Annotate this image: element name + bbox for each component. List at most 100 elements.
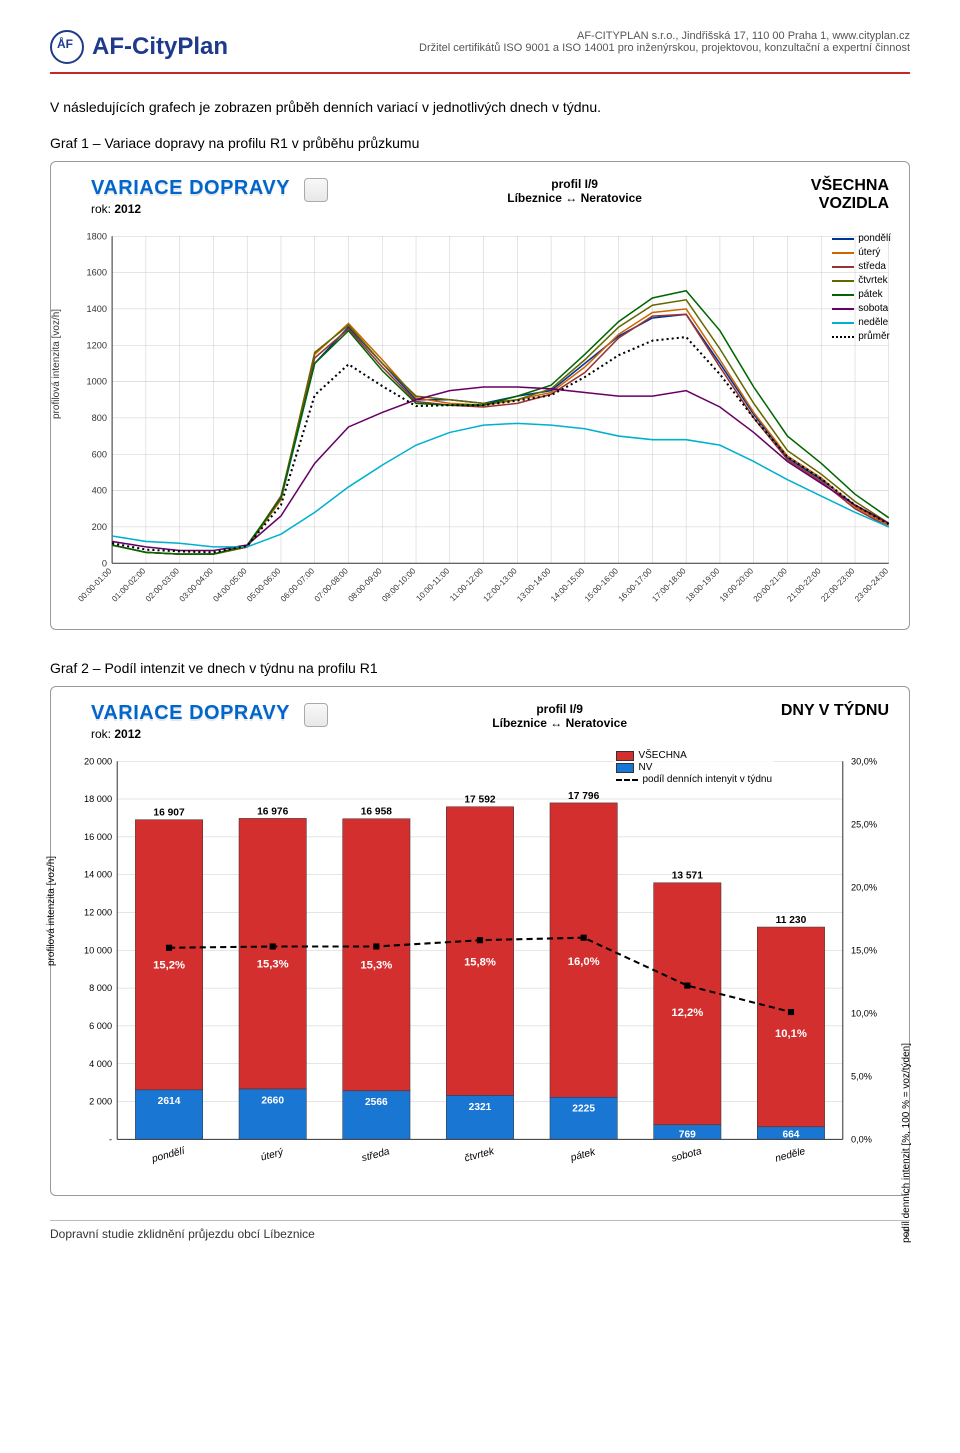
svg-text:08:00-09:00: 08:00-09:00 bbox=[347, 566, 384, 603]
year-value: 2012 bbox=[114, 202, 141, 216]
header-line2: Držitel certifikátů ISO 9001 a ISO 14001… bbox=[419, 42, 910, 54]
svg-text:15,8%: 15,8% bbox=[464, 956, 496, 968]
graf1-title: Graf 1 – Variace dopravy na profilu R1 v… bbox=[50, 135, 910, 151]
svg-text:25,0%: 25,0% bbox=[851, 819, 877, 829]
svg-text:10,1%: 10,1% bbox=[775, 1028, 807, 1040]
chart-icon bbox=[304, 703, 328, 727]
svg-text:11:00-12:00: 11:00-12:00 bbox=[448, 566, 485, 603]
svg-text:pondělí: pondělí bbox=[150, 1145, 187, 1165]
svg-text:23:00-24:00: 23:00-24:00 bbox=[853, 566, 890, 603]
svg-text:01:00-02:00: 01:00-02:00 bbox=[110, 566, 147, 603]
chart1-right: VŠECHNA VOZIDLA bbox=[811, 177, 889, 213]
svg-text:16 958: 16 958 bbox=[361, 807, 393, 818]
chart1-year-block: rok: 2012 bbox=[91, 202, 338, 216]
profile-line2: Líbeznice ↔ Neratovice bbox=[338, 191, 810, 205]
right-line1: VŠECHNA bbox=[811, 177, 889, 195]
footer-left: Dopravní studie zklidnění průjezdu obcí … bbox=[50, 1227, 315, 1241]
svg-text:02:00-03:00: 02:00-03:00 bbox=[144, 566, 181, 603]
page-header: AF-CityPlan AF-CITYPLAN s.r.o., Jindřišs… bbox=[50, 30, 910, 74]
svg-text:664: 664 bbox=[782, 1129, 799, 1140]
svg-text:05:00-06:00: 05:00-06:00 bbox=[245, 566, 282, 603]
svg-text:769: 769 bbox=[679, 1129, 696, 1140]
chart-icon bbox=[304, 178, 328, 202]
footer-page: 7 bbox=[903, 1227, 910, 1241]
svg-text:1600: 1600 bbox=[87, 267, 107, 277]
chart2-legend: VŠECHNANVpodíl denních intenyit v týdnu bbox=[614, 747, 774, 788]
svg-text:17 592: 17 592 bbox=[464, 795, 496, 806]
svg-text:14:00-15:00: 14:00-15:00 bbox=[549, 566, 586, 603]
svg-text:11 230: 11 230 bbox=[776, 915, 807, 926]
svg-text:20:00-21:00: 20:00-21:00 bbox=[752, 566, 789, 603]
header-right: AF-CITYPLAN s.r.o., Jindřišská 17, 110 0… bbox=[419, 30, 910, 54]
svg-text:10,0%: 10,0% bbox=[851, 1008, 877, 1018]
svg-text:16 000: 16 000 bbox=[84, 832, 112, 842]
svg-text:09:00-10:00: 09:00-10:00 bbox=[380, 566, 417, 603]
svg-text:06:00-07:00: 06:00-07:00 bbox=[279, 566, 316, 603]
svg-text:4 000: 4 000 bbox=[89, 1059, 112, 1069]
svg-text:2321: 2321 bbox=[469, 1102, 492, 1113]
chart1-legend: pondělíúterýstředačtvrtekpáteksobotanedě… bbox=[832, 232, 891, 344]
graf2-title: Graf 2 – Podíl intenzit ve dnech v týdnu… bbox=[50, 660, 910, 676]
svg-text:400: 400 bbox=[92, 485, 107, 495]
svg-text:22:00-23:00: 22:00-23:00 bbox=[819, 566, 856, 603]
logo: AF-CityPlan bbox=[50, 30, 228, 64]
profile-line1: profil I/9 bbox=[338, 702, 780, 716]
svg-text:15,3%: 15,3% bbox=[257, 958, 289, 970]
svg-text:8 000: 8 000 bbox=[89, 983, 112, 993]
right-line2: VOZIDLA bbox=[811, 195, 889, 213]
svg-text:2225: 2225 bbox=[572, 1103, 595, 1114]
year-label: rok: bbox=[91, 202, 111, 216]
chart1-profile: profil I/9 Líbeznice ↔ Neratovice bbox=[338, 177, 810, 205]
chart2-y-left: profilová intenzita [voz/h] bbox=[46, 856, 57, 966]
svg-text:03:00-04:00: 03:00-04:00 bbox=[178, 566, 215, 603]
profile-line2: Líbeznice ↔ Neratovice bbox=[338, 716, 780, 730]
logo-icon bbox=[50, 30, 84, 64]
svg-text:15,0%: 15,0% bbox=[851, 945, 877, 955]
svg-text:16:00-17:00: 16:00-17:00 bbox=[617, 566, 654, 603]
profile-line1: profil I/9 bbox=[338, 177, 810, 191]
svg-text:20,0%: 20,0% bbox=[851, 882, 877, 892]
svg-text:1800: 1800 bbox=[87, 231, 107, 241]
chart2-right: DNY V TÝDNU bbox=[781, 702, 889, 720]
svg-text:10:00-11:00: 10:00-11:00 bbox=[414, 566, 451, 603]
intro-text: V následujících grafech je zobrazen průb… bbox=[50, 99, 910, 115]
svg-text:16,0%: 16,0% bbox=[568, 956, 600, 968]
chart1-y-label: profilová intenzita [voz/h] bbox=[51, 309, 62, 419]
header-line1: AF-CITYPLAN s.r.o., Jindřišská 17, 110 0… bbox=[419, 30, 910, 42]
svg-text:1000: 1000 bbox=[87, 376, 107, 386]
footer: Dopravní studie zklidnění průjezdu obcí … bbox=[50, 1220, 910, 1241]
svg-text:16 907: 16 907 bbox=[153, 807, 185, 818]
svg-text:15,2%: 15,2% bbox=[153, 959, 185, 971]
svg-text:600: 600 bbox=[92, 449, 107, 459]
svg-text:středa: středa bbox=[361, 1146, 392, 1164]
svg-text:18 000: 18 000 bbox=[84, 794, 112, 804]
svg-text:úterý: úterý bbox=[260, 1147, 286, 1164]
svg-text:13 571: 13 571 bbox=[672, 871, 704, 882]
svg-text:12,2%: 12,2% bbox=[671, 1007, 703, 1019]
svg-text:800: 800 bbox=[92, 413, 107, 423]
chart1-svg: 02004006008001000120014001600180000:00-0… bbox=[61, 226, 899, 614]
chart2-svg: -2 0004 0006 0008 00010 00012 00014 0001… bbox=[61, 751, 899, 1180]
svg-text:1400: 1400 bbox=[87, 304, 107, 314]
svg-text:18:00-19:00: 18:00-19:00 bbox=[684, 566, 721, 603]
chart1: VARIACE DOPRAVY rok: 2012 profil I/9 Líb… bbox=[50, 161, 910, 630]
svg-text:07:00-08:00: 07:00-08:00 bbox=[313, 566, 350, 603]
svg-text:12:00-13:00: 12:00-13:00 bbox=[482, 566, 519, 603]
svg-text:-: - bbox=[109, 1134, 112, 1144]
svg-text:17 796: 17 796 bbox=[568, 791, 600, 802]
svg-text:2660: 2660 bbox=[261, 1095, 284, 1106]
svg-text:2614: 2614 bbox=[158, 1096, 181, 1107]
svg-text:1200: 1200 bbox=[87, 340, 107, 350]
svg-text:14 000: 14 000 bbox=[84, 870, 112, 880]
svg-text:neděle: neděle bbox=[774, 1146, 807, 1165]
svg-text:10 000: 10 000 bbox=[84, 945, 112, 955]
svg-text:16 976: 16 976 bbox=[257, 806, 289, 817]
svg-text:17:00-18:00: 17:00-18:00 bbox=[650, 566, 687, 603]
svg-text:6 000: 6 000 bbox=[89, 1021, 112, 1031]
svg-text:2566: 2566 bbox=[365, 1097, 388, 1108]
chart2-title: VARIACE DOPRAVY bbox=[91, 702, 290, 724]
chart1-title: VARIACE DOPRAVY bbox=[91, 177, 290, 199]
svg-text:21:00-22:00: 21:00-22:00 bbox=[785, 566, 822, 603]
svg-text:00:00-01:00: 00:00-01:00 bbox=[76, 566, 113, 603]
chart2: VARIACE DOPRAVY rok: 2012 profil I/9 Líb… bbox=[50, 686, 910, 1196]
